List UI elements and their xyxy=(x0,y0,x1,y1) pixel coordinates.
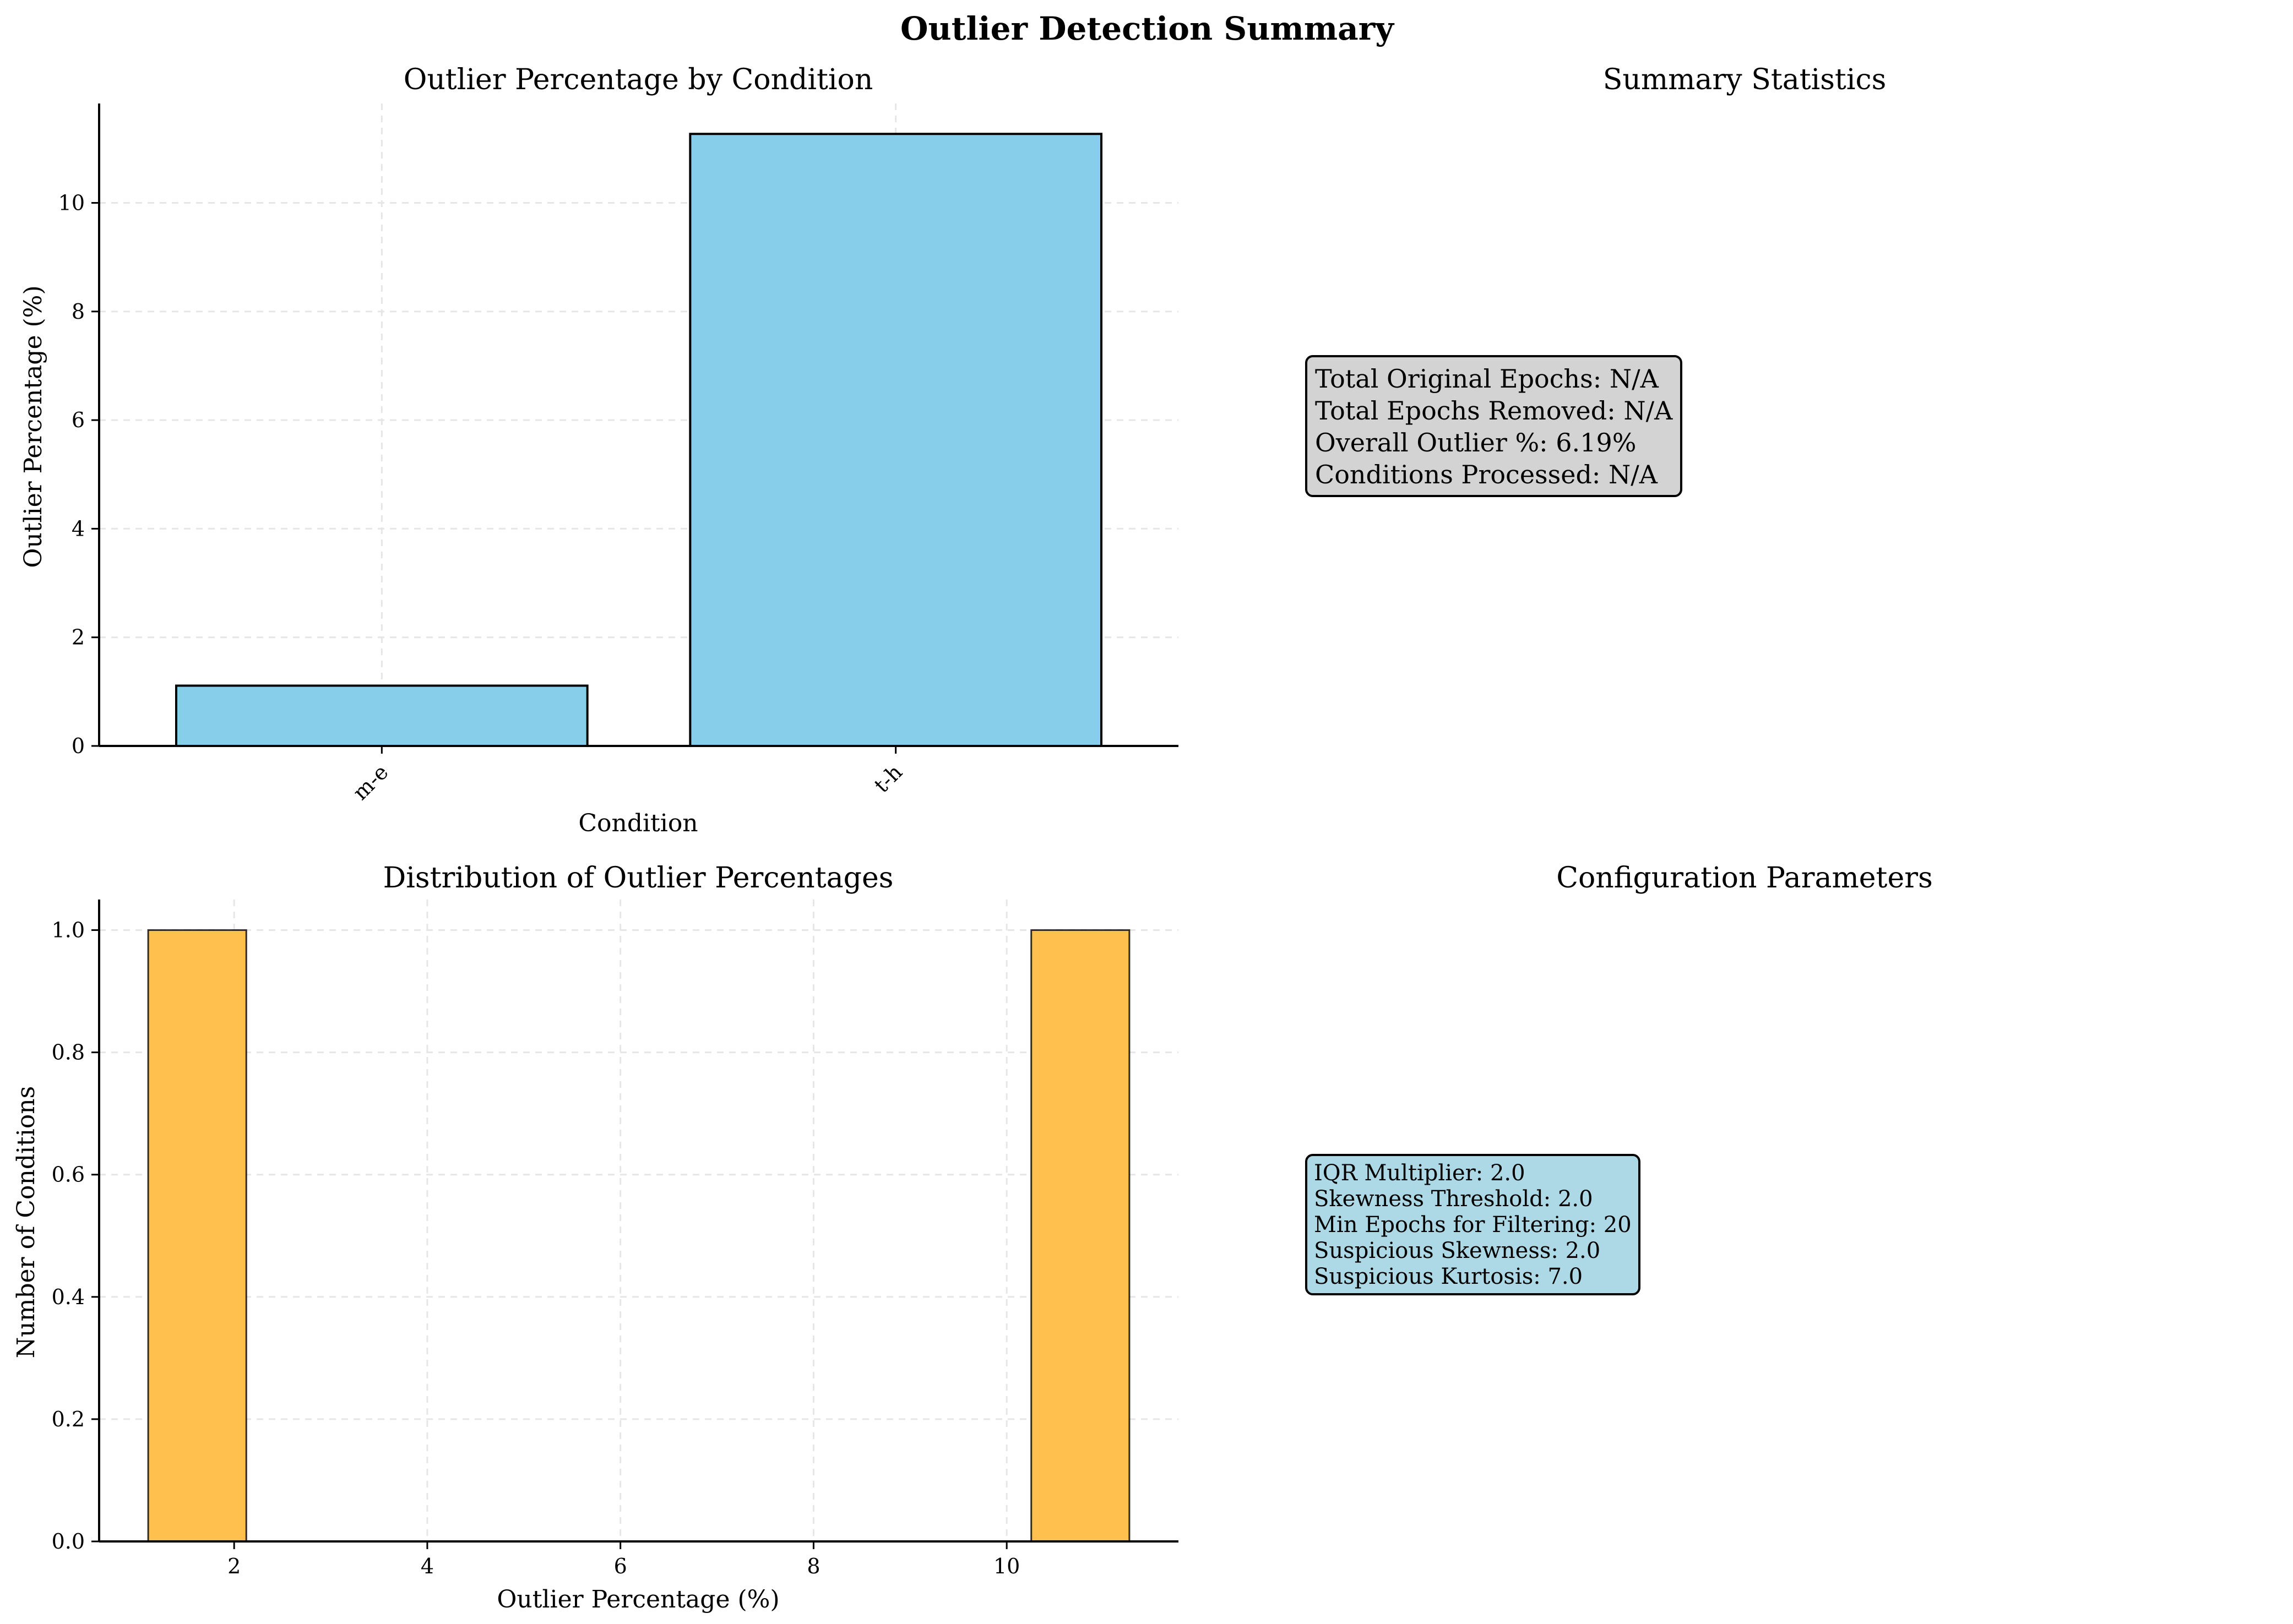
summary-line-total-original-epochs: Total Original Epochs: N/A xyxy=(1315,364,1659,394)
bar-chart-axes xyxy=(98,103,1178,747)
histogram-ticks: 0.0 0.2 0.4 0.6 0.8 1.0 2 4 6 8 10 xyxy=(52,918,1020,1578)
histogram-bin xyxy=(147,929,247,1543)
bar-chart-xtick-label: m-e xyxy=(348,760,393,805)
histogram-ytick-label: 0.2 xyxy=(52,1407,85,1431)
summary-line-overall-outlier-percent: Overall Outlier %: 6.19% xyxy=(1315,428,1637,457)
configuration-parameters-box: IQR Multiplier: 2.0 Skewness Threshold: … xyxy=(1305,1154,1640,1295)
histogram-bin xyxy=(1030,929,1131,1543)
bar-chart-xlabel: Condition xyxy=(578,809,698,837)
bar-chart-title: Outlier Percentage by Condition xyxy=(404,63,873,96)
histogram-ytick-label: 0.4 xyxy=(52,1285,85,1309)
bar-chart-bar xyxy=(689,133,1103,748)
summary-line-total-epochs-removed: Total Epochs Removed: N/A xyxy=(1315,396,1673,426)
histogram-panel: Distribution of Outlier Percentages 0.00… xyxy=(12,862,1178,1614)
bar-chart-ylabel: Outlier Percentage (%) xyxy=(19,285,47,568)
histogram-ytick-label: 1.0 xyxy=(52,918,85,942)
bar-chart-ytick-label: 2 xyxy=(72,625,85,650)
histogram-bins xyxy=(147,929,1131,1543)
summary-panel-title: Summary Statistics xyxy=(1603,63,1887,96)
bar-chart-ytick-label: 10 xyxy=(58,191,85,215)
config-line-suspicious-skewness: Suspicious Skewness: 2.0 xyxy=(1314,1238,1601,1263)
histogram-grid xyxy=(99,900,1178,1543)
figure-title: Outlier Detection Summary xyxy=(900,10,1395,47)
histogram-xtick-label: 2 xyxy=(227,1554,241,1578)
bar-chart-xtick-label: t-h xyxy=(870,760,907,797)
config-line-suspicious-kurtosis: Suspicious Kurtosis: 7.0 xyxy=(1314,1264,1583,1289)
bar-chart-bars xyxy=(175,133,1103,748)
histogram-xtick-label: 8 xyxy=(807,1554,820,1578)
histogram-xlabel: Outlier Percentage (%) xyxy=(497,1585,779,1614)
histogram-xtick-label: 10 xyxy=(993,1554,1020,1578)
histogram-ytick-label: 0.8 xyxy=(52,1040,85,1065)
bar-chart-bar xyxy=(175,684,589,747)
config-line-min-epochs: Min Epochs for Filtering: 20 xyxy=(1314,1212,1632,1238)
histogram-ytick-label: 0.6 xyxy=(52,1163,85,1187)
histogram-ylabel: Number of Conditions xyxy=(12,1086,40,1358)
summary-line-conditions-processed: Conditions Processed: N/A xyxy=(1315,460,1658,489)
histogram-xtick-label: 6 xyxy=(614,1554,627,1578)
bar-chart-ytick-label: 4 xyxy=(72,516,85,541)
bar-chart-ytick-label: 0 xyxy=(72,734,85,758)
config-panel-title: Configuration Parameters xyxy=(1556,862,1933,895)
bar-chart-ticks: 0 2 4 6 8 10 m-e t-h xyxy=(58,191,907,805)
bar-chart-ytick-label: 8 xyxy=(72,299,85,324)
summary-statistics-box: Total Original Epochs: N/A Total Epochs … xyxy=(1305,355,1683,497)
histogram-title: Distribution of Outlier Percentages xyxy=(383,862,894,895)
bar-chart-panel: Outlier Percentage by Condition 0 2 4 6 8 10 m… xyxy=(19,63,1178,837)
histogram-axes xyxy=(98,900,1178,1543)
config-line-skewness-threshold: Skewness Threshold: 2.0 xyxy=(1314,1186,1593,1212)
histogram-xtick-label: 4 xyxy=(421,1554,434,1578)
bar-chart-ytick-label: 6 xyxy=(72,408,85,432)
histogram-ytick-label: 0.0 xyxy=(52,1529,85,1554)
config-line-iqr-multiplier: IQR Multiplier: 2.0 xyxy=(1314,1160,1525,1186)
